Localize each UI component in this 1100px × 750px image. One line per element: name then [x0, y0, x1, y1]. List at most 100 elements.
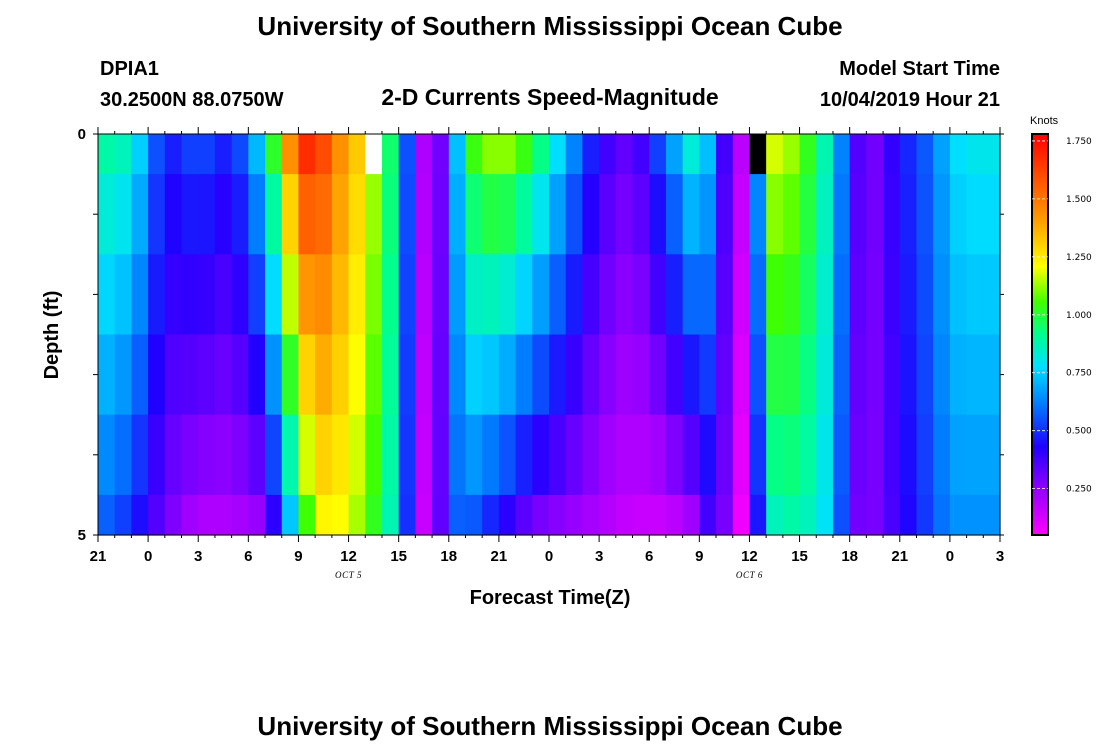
heatmap-cell: [632, 414, 650, 496]
heatmap-cell: [148, 414, 166, 496]
heatmap-cell: [265, 134, 283, 175]
heatmap-cell: [381, 414, 400, 496]
x-tick-label: 3: [194, 548, 202, 565]
heatmap-cell: [716, 494, 734, 536]
heatmap-cell: [498, 494, 517, 536]
heatmap-cell: [515, 254, 533, 336]
heatmap-cell: [231, 254, 249, 336]
heatmap-cell: [381, 334, 400, 416]
heatmap-cell: [582, 174, 600, 255]
heatmap-cell: [732, 334, 751, 416]
heatmap-cell: [732, 414, 751, 496]
heatmap-cell: [532, 174, 550, 255]
heatmap-cell: [298, 414, 316, 496]
heatmap-cell: [816, 414, 834, 496]
heatmap-cell: [682, 254, 700, 336]
heatmap-cell: [949, 174, 968, 255]
heatmap-cell: [98, 494, 116, 536]
heatmap-cell: [615, 174, 634, 255]
heatmap-cell: [331, 334, 350, 416]
heatmap-cell: [682, 334, 700, 416]
heatmap-cell: [482, 254, 500, 336]
heatmap-cell: [131, 174, 149, 255]
x-tick-label: 0: [144, 548, 152, 565]
heatmap-cell: [665, 134, 684, 175]
heatmap-cell: [599, 254, 617, 336]
model-start-label: Model Start Time: [839, 58, 1000, 80]
heatmap-cell: [949, 494, 968, 536]
heatmap-cell: [398, 494, 416, 536]
x-tick-label: 21: [891, 548, 908, 565]
heatmap-cell: [866, 174, 884, 255]
heatmap-cell: [732, 494, 751, 536]
colorbar-tick-label: 1.000: [1066, 311, 1092, 321]
heatmap-cell: [916, 414, 934, 496]
heatmap-cell: [799, 334, 817, 416]
heatmap-cell: [849, 134, 867, 175]
x-tick-label: 12: [741, 548, 758, 565]
heatmap-cell: [766, 334, 784, 416]
heatmap-cell: [933, 334, 951, 416]
heatmap-cell: [265, 414, 283, 496]
heatmap-cell: [448, 134, 467, 175]
heatmap-cell: [749, 494, 767, 536]
main-title: University of Southern Mississippi Ocean…: [257, 11, 842, 41]
heatmap-cell: [164, 494, 183, 536]
x-tick-label: 18: [841, 548, 858, 565]
heatmap-cell: [114, 494, 132, 536]
heatmap-cell: [231, 414, 249, 496]
heatmap-cell: [415, 334, 433, 416]
x-tick-label: 15: [390, 548, 407, 565]
heatmap-cell: [381, 134, 400, 175]
heatmap-cell: [966, 174, 984, 255]
heatmap-cell: [114, 174, 132, 255]
heatmap-cell: [181, 254, 199, 336]
heatmap-cell: [565, 334, 583, 416]
heatmap-cell: [699, 134, 717, 175]
heatmap-cell: [899, 254, 918, 336]
x-date-label: OCT 6: [736, 570, 763, 580]
heatmap-cell: [365, 254, 383, 336]
x-axis-label: Forecast Time(Z): [470, 587, 631, 609]
heatmap-cell: [782, 254, 801, 336]
heatmap-cell: [732, 134, 751, 175]
heatmap-cell: [799, 134, 817, 175]
heatmap-cell: [515, 174, 533, 255]
x-tick-label: 15: [791, 548, 808, 565]
heatmap-cell: [649, 174, 667, 255]
heatmap-cell: [682, 134, 700, 175]
heatmap-cell: [933, 254, 951, 336]
x-tick-label: 9: [294, 548, 302, 565]
heatmap-cell: [832, 254, 851, 336]
heatmap-cell: [749, 334, 767, 416]
plot-title: 2-D Currents Speed-Magnitude: [381, 84, 718, 110]
heatmap-cell: [315, 134, 333, 175]
heatmap-cell: [265, 494, 283, 536]
heatmap-cell: [515, 134, 533, 175]
heatmap-cell: [465, 414, 483, 496]
heatmap-cell: [983, 414, 1001, 496]
y-tick-label: 0: [78, 126, 86, 143]
heatmap-cell: [816, 174, 834, 255]
heatmap-cell: [448, 254, 467, 336]
heatmap-cell: [231, 134, 249, 175]
heatmap-cell: [181, 334, 199, 416]
heatmap-cell: [198, 494, 216, 536]
heatmap-cell: [632, 254, 650, 336]
heatmap-cell: [298, 134, 316, 175]
heatmap-cell: [883, 174, 901, 255]
heatmap-cell: [114, 134, 132, 175]
colorbar-tick-label: 1.250: [1066, 253, 1092, 263]
heatmap-cell: [649, 254, 667, 336]
heatmap-cell: [966, 494, 984, 536]
heatmap-cell: [599, 494, 617, 536]
heatmap-cell: [933, 174, 951, 255]
heatmap-cell: [515, 414, 533, 496]
heatmap-cell: [348, 174, 366, 255]
heatmap-cell: [231, 334, 249, 416]
heatmap-cell: [716, 254, 734, 336]
heatmap-cell: [281, 134, 300, 175]
heatmap-cell: [432, 494, 450, 536]
y-axis-label: Depth (ft): [41, 291, 63, 380]
heatmap-cell: [532, 134, 550, 175]
